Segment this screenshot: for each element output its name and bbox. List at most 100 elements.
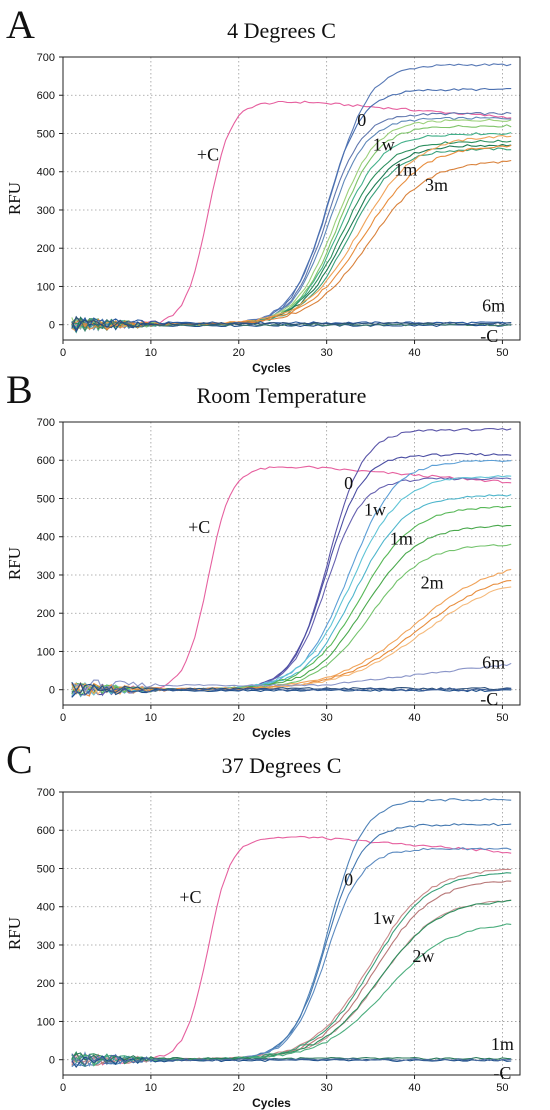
x-axis-label: Cycles xyxy=(252,1096,291,1110)
x-tick-label: 10 xyxy=(145,1082,157,1094)
y-axis-label: RFU xyxy=(5,917,24,950)
x-tick-label: 0 xyxy=(60,347,66,359)
series-line xyxy=(71,100,512,331)
curve-annotation: +C xyxy=(188,517,210,537)
y-tick-label: 500 xyxy=(37,128,55,140)
series-line xyxy=(71,494,512,695)
y-tick-label: 200 xyxy=(37,978,55,990)
x-tick-label: 10 xyxy=(145,712,157,724)
y-tick-label: 100 xyxy=(37,281,55,293)
chart-title: 4 Degrees C xyxy=(227,18,336,43)
series-line xyxy=(71,568,512,695)
y-tick-label: 100 xyxy=(37,646,55,658)
y-tick-label: 700 xyxy=(37,787,55,799)
chart-svg: C 37 Degrees C0 10 20 30 40 500100200300400500… xyxy=(5,737,521,1110)
y-tick-label: 300 xyxy=(37,940,55,952)
curve-annotation: +C xyxy=(179,887,201,907)
x-tick-label: 30 xyxy=(321,347,333,359)
panel-letter: A xyxy=(6,2,35,47)
x-tick-label: 10 xyxy=(145,347,157,359)
series-line xyxy=(71,868,512,1066)
series-line xyxy=(71,452,512,696)
x-tick-label: 50 xyxy=(496,1082,508,1094)
curve-annotation: 1m xyxy=(390,528,413,548)
plot-frame xyxy=(62,791,521,1076)
x-tick-label: 40 xyxy=(408,712,420,724)
x-axis-label: Cycles xyxy=(252,361,291,375)
x-tick-label: 20 xyxy=(233,347,245,359)
series-line xyxy=(71,586,512,696)
x-tick-label: 40 xyxy=(408,1082,420,1094)
y-tick-label: 200 xyxy=(37,243,55,255)
y-tick-label: 700 xyxy=(37,52,55,64)
y-tick-label: 400 xyxy=(37,532,55,544)
curve-annotation: +C xyxy=(197,144,219,164)
curve-annotation: -C xyxy=(480,326,498,346)
curve-annotation: 6m xyxy=(482,295,505,315)
y-tick-label: 600 xyxy=(37,455,55,467)
series-line xyxy=(71,662,512,693)
series-line xyxy=(71,1053,512,1067)
x-tick-label: 0 xyxy=(60,1082,66,1094)
curve-annotation: 0 xyxy=(357,110,366,130)
curve-annotation: 1m xyxy=(491,1034,514,1054)
series-line xyxy=(71,427,512,695)
panel-letter: C xyxy=(6,737,33,782)
series-group xyxy=(71,63,512,334)
series-line xyxy=(71,63,512,334)
series-line xyxy=(71,872,512,1066)
series-group xyxy=(71,798,512,1069)
y-axis-label: RFU xyxy=(5,182,24,215)
series-group xyxy=(71,427,512,698)
series-line xyxy=(71,880,512,1066)
series-line xyxy=(71,847,512,1067)
y-tick-label: 500 xyxy=(37,863,55,875)
curve-annotation: 0 xyxy=(344,473,353,493)
curve-annotation: 1m xyxy=(394,160,417,180)
panel-letter: B xyxy=(6,367,33,412)
curve-annotation: 3m xyxy=(425,175,448,195)
y-tick-label: 200 xyxy=(37,608,55,620)
series-line xyxy=(71,319,512,333)
chart-title: 37 Degrees C xyxy=(222,753,342,778)
series-line xyxy=(71,315,512,329)
y-axis-label: RFU xyxy=(5,547,24,580)
y-tick-label: 700 xyxy=(37,417,55,429)
series-line xyxy=(71,143,512,333)
x-tick-label: 0 xyxy=(60,712,66,724)
series-line xyxy=(71,543,512,694)
curve-annotation: -C xyxy=(493,1063,511,1083)
series-line xyxy=(71,1055,512,1069)
curve-annotation: 1w xyxy=(364,500,386,520)
series-line xyxy=(71,477,512,697)
x-tick-label: 40 xyxy=(408,347,420,359)
curve-annotation: -C xyxy=(480,689,498,709)
plot-frame xyxy=(62,56,521,341)
series-line xyxy=(71,685,512,696)
y-tick-label: 600 xyxy=(37,90,55,102)
curve-annotation: 2w xyxy=(412,946,434,966)
curve-annotation: 0 xyxy=(344,870,353,890)
series-line xyxy=(71,899,512,1065)
curve-annotation: 1w xyxy=(373,908,395,928)
y-tick-label: 100 xyxy=(37,1016,55,1028)
x-tick-label: 50 xyxy=(496,347,508,359)
y-tick-label: 500 xyxy=(37,493,55,505)
series-line xyxy=(71,580,512,697)
x-tick-label: 30 xyxy=(321,1082,333,1094)
series-line xyxy=(71,798,512,1068)
y-tick-label: 300 xyxy=(37,570,55,582)
series-line xyxy=(71,1052,512,1065)
y-tick-label: 400 xyxy=(37,167,55,179)
y-tick-label: 0 xyxy=(49,320,55,332)
series-line xyxy=(71,159,512,331)
y-tick-label: 0 xyxy=(49,685,55,697)
panel-b: B Room Temperature 0 10 20 30 40 50 0 100 200 300 40… xyxy=(0,365,550,740)
y-tick-label: 300 xyxy=(37,205,55,217)
curve-annotation: 6m xyxy=(482,653,505,673)
x-tick-label: 20 xyxy=(233,1082,245,1094)
chart-title: Room Temperature xyxy=(197,383,367,408)
